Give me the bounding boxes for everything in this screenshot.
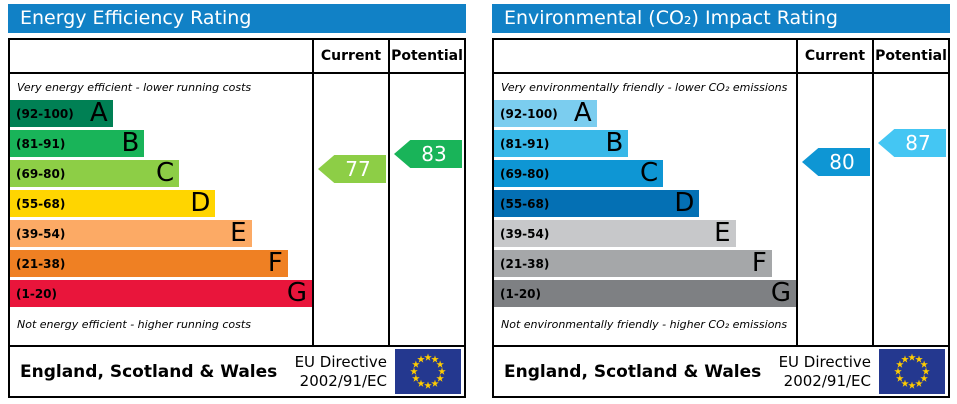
band-letter: F	[751, 247, 767, 278]
band-range-label: (81-91)	[16, 136, 66, 151]
energy-efficiency-chart: Energy Efficiency Rating Current Potenti…	[8, 4, 466, 398]
band-b-bar: (81-91) B	[494, 127, 629, 158]
top-note: Very environmentally friendly - lower CO…	[501, 81, 788, 94]
band-letter: C	[155, 157, 175, 188]
current-cell: 77	[312, 74, 388, 345]
eu-directive-label: EU Directive 2002/91/EC	[779, 353, 871, 391]
band-letter: G	[770, 277, 791, 308]
spacer-cell	[494, 40, 796, 72]
footer-row: England, Scotland & Wales EU Directive 2…	[494, 345, 948, 396]
band-c-bar: (69-80) C	[494, 157, 664, 188]
potential-value: 83	[421, 142, 447, 166]
band-range-label: (55-68)	[16, 196, 66, 211]
band-letter: B	[605, 127, 624, 158]
band-range-label: (39-54)	[16, 226, 66, 241]
band-f-bar: (21-38) F	[494, 247, 772, 278]
band-range-label: (92-100)	[16, 106, 74, 121]
potential-column-label: Potential	[875, 48, 947, 64]
band-letter: D	[674, 187, 695, 218]
bands-cell: Very environmentally friendly - lower CO…	[494, 74, 796, 345]
top-note: Very energy efficient - lower running co…	[17, 81, 252, 94]
footer-region: England, Scotland & Wales	[504, 361, 762, 382]
environmental-impact-chart: Environmental (CO₂) Impact Rating Curren…	[492, 4, 950, 398]
column-header-row: Current Potential	[10, 40, 464, 74]
potential-column-header: Potential	[872, 40, 948, 72]
rating-scale-row: Very environmentally friendly - lower CO…	[494, 74, 948, 345]
eu-flag-icon	[879, 349, 945, 394]
bottom-note: Not environmentally friendly - higher CO…	[501, 318, 788, 331]
band-range-label: (81-91)	[500, 136, 550, 151]
band-range-label: (92-100)	[500, 106, 558, 121]
band-a-bar: (92-100) A	[494, 97, 597, 128]
band-letter: D	[190, 187, 211, 218]
current-value: 80	[829, 150, 855, 174]
band-g-bar: (1-20) G	[10, 277, 312, 308]
band-letter: A	[89, 97, 108, 128]
current-arrow: 80	[802, 148, 870, 176]
band-letter: E	[714, 217, 731, 248]
footer-region: England, Scotland & Wales	[20, 361, 278, 382]
band-letter: C	[639, 157, 659, 188]
chart-title-bar: Environmental (CO₂) Impact Rating	[492, 4, 950, 33]
band-range-label: (21-38)	[16, 256, 66, 271]
potential-cell: 87	[872, 74, 948, 345]
potential-arrow: 83	[394, 140, 462, 168]
band-range-label: (1-20)	[16, 286, 57, 301]
current-column-header: Current	[796, 40, 872, 72]
potential-column-label: Potential	[391, 48, 463, 64]
band-range-label: (1-20)	[500, 286, 541, 301]
eu-directive-line2: 2002/91/EC	[299, 371, 387, 390]
chart-title-bar: Energy Efficiency Rating	[8, 4, 466, 33]
band-letter: G	[286, 277, 307, 308]
band-range-label: (55-68)	[500, 196, 550, 211]
current-cell: 80	[796, 74, 872, 345]
band-letter: B	[121, 127, 140, 158]
band-g-bar: (1-20) G	[494, 277, 796, 308]
column-header-row: Current Potential	[494, 40, 948, 74]
current-arrow: 77	[318, 155, 386, 183]
band-range-label: (21-38)	[500, 256, 550, 271]
chart-box: Current Potential Very energy efficient …	[8, 38, 466, 398]
current-column-label: Current	[804, 48, 866, 64]
chart-box: Current Potential Very environmentally f…	[492, 38, 950, 398]
band-letter: E	[230, 217, 247, 248]
current-column-label: Current	[320, 48, 382, 64]
bands-cell: Very energy efficient - lower running co…	[10, 74, 312, 345]
potential-arrow: 87	[878, 129, 946, 157]
footer-row: England, Scotland & Wales EU Directive 2…	[10, 345, 464, 396]
eu-directive-line2: 2002/91/EC	[783, 371, 871, 390]
band-letter: A	[573, 97, 592, 128]
band-letter: F	[267, 247, 283, 278]
eu-directive-line1: EU Directive	[294, 352, 387, 371]
spacer-cell	[10, 40, 312, 72]
band-d-bar: (55-68) D	[10, 187, 216, 218]
potential-value: 87	[905, 131, 931, 155]
bottom-note: Not energy efficient - higher running co…	[17, 318, 251, 331]
potential-column-header: Potential	[388, 40, 464, 72]
band-a-bar: (92-100) A	[10, 97, 113, 128]
eu-directive-line1: EU Directive	[778, 352, 871, 371]
band-range-label: (39-54)	[500, 226, 550, 241]
chart-title: Energy Efficiency Rating	[20, 7, 252, 29]
current-column-header: Current	[312, 40, 388, 72]
band-range-label: (69-80)	[500, 166, 550, 181]
chart-title: Environmental (CO₂) Impact Rating	[504, 7, 838, 29]
potential-cell: 83	[388, 74, 464, 345]
eu-directive-label: EU Directive 2002/91/EC	[295, 353, 387, 391]
eu-flag-icon	[395, 349, 461, 394]
band-range-label: (69-80)	[16, 166, 66, 181]
band-c-bar: (69-80) C	[10, 157, 180, 188]
band-d-bar: (55-68) D	[494, 187, 700, 218]
band-f-bar: (21-38) F	[10, 247, 288, 278]
current-value: 77	[345, 157, 371, 181]
rating-scale-row: Very energy efficient - lower running co…	[10, 74, 464, 345]
band-e-bar: (39-54) E	[10, 217, 252, 248]
band-e-bar: (39-54) E	[494, 217, 736, 248]
band-b-bar: (81-91) B	[10, 127, 145, 158]
